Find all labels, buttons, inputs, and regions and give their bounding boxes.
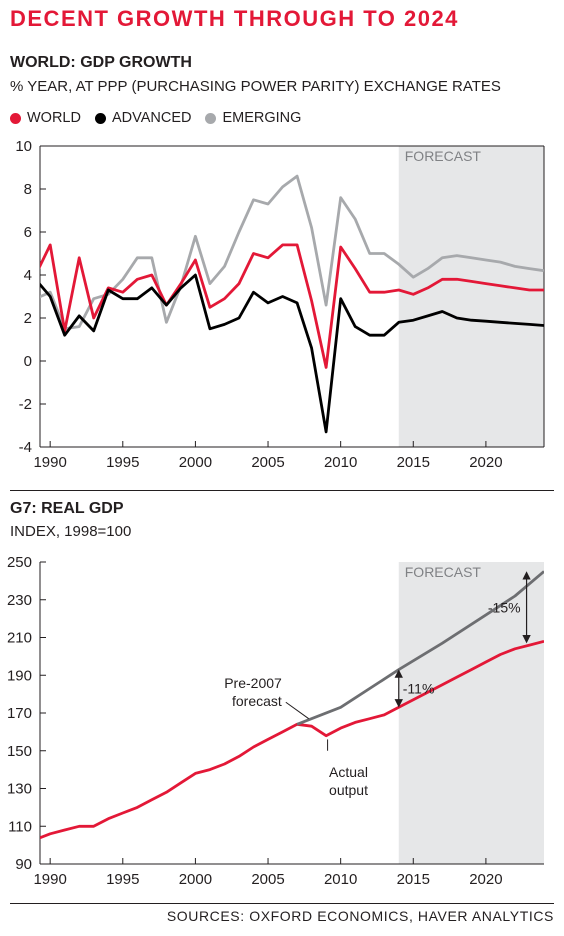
y-tick-label: -4: [19, 439, 32, 456]
x-tick-label: 2020: [469, 871, 502, 888]
series-line-emerging: [40, 174, 544, 331]
forecast-shade: [398, 146, 544, 447]
x-tick-label: 2015: [397, 871, 430, 888]
y-tick-label: 110: [8, 818, 32, 835]
y-tick-label: 90: [15, 856, 32, 873]
legend-label-emerging: EMERGING: [222, 110, 302, 126]
chart2-title: G7: REAL GDP: [10, 500, 124, 517]
x-tick-label: 2010: [324, 454, 357, 471]
y-tick-label: 6: [24, 224, 32, 241]
sources-note: SOURCES: OXFORD ECONOMICS, HAVER ANALYTI…: [166, 908, 554, 924]
section-divider: [10, 490, 554, 491]
x-tick-label: 1990: [33, 454, 66, 471]
legend-item-world: WORLD: [10, 110, 81, 126]
legend-item-emerging: EMERGING: [205, 110, 301, 126]
x-tick-label: 1990: [33, 871, 66, 888]
x-tick-label: 2020: [469, 454, 502, 471]
annotation-pre2007-line1: Pre-2007: [224, 675, 282, 691]
gap-label-15: -15%: [488, 599, 521, 615]
y-tick-label: 190: [7, 667, 32, 684]
headline: DECENT GROWTH THROUGH TO 2024: [10, 6, 459, 31]
forecast-label: FORECAST: [405, 148, 482, 164]
series-line-advanced: [40, 273, 544, 434]
chart1-title: WORLD: GDP GROWTH: [10, 54, 192, 71]
y-tick-label: 130: [7, 781, 32, 798]
x-tick-label: 2005: [251, 871, 284, 888]
emerging-dot-icon: [205, 112, 217, 124]
y-tick-label: 2: [24, 310, 32, 327]
annotation-actual-line2: output: [329, 782, 368, 798]
y-tick-label: 210: [7, 630, 32, 647]
x-tick-label: 1995: [106, 871, 139, 888]
x-tick-label: 1995: [106, 454, 139, 471]
y-tick-label: 0: [24, 353, 32, 370]
y-tick-label: 170: [7, 705, 32, 722]
x-tick-label: 2000: [179, 454, 212, 471]
legend-label-advanced: ADVANCED: [111, 110, 192, 126]
x-tick-label: 2005: [251, 454, 284, 471]
legend-item-advanced: ADVANCED: [94, 110, 192, 126]
y-tick-label: 4: [24, 267, 32, 284]
world-dot-icon: [10, 112, 21, 124]
y-tick-label: 150: [7, 743, 32, 760]
gap-label-11: -11%: [403, 680, 435, 696]
x-tick-label: 2000: [179, 871, 212, 888]
legend-label-world: WORLD: [27, 110, 81, 126]
series-line-world: [40, 243, 544, 369]
y-tick-label: 250: [7, 554, 32, 571]
annotation-pre2007-leader: [285, 701, 309, 720]
x-tick-label: 2010: [324, 871, 357, 888]
forecast-shade: [398, 562, 544, 864]
annotation-actual-line1: Actual: [329, 764, 368, 780]
y-tick-label: -2: [19, 396, 32, 413]
y-tick-label: 8: [24, 181, 32, 198]
x-tick-label: 2015: [397, 454, 430, 471]
chart2-subtitle: INDEX, 1998=100: [10, 523, 132, 540]
chart1-legend: WORLD ADVANCED EMERGING: [10, 110, 315, 126]
y-tick-label: 230: [7, 592, 32, 609]
advanced-dot-icon: [94, 112, 106, 124]
series-line-actual-output: [40, 639, 544, 840]
series-line-pre-2007-forecast: [296, 570, 544, 726]
forecast-label: FORECAST: [405, 564, 482, 580]
footer-divider: [10, 903, 554, 904]
chart1-subtitle: % YEAR, AT PPP (PURCHASING POWER PARITY)…: [10, 78, 501, 95]
y-tick-label: 10: [15, 140, 32, 155]
annotation-pre2007-line2: forecast: [232, 693, 282, 709]
